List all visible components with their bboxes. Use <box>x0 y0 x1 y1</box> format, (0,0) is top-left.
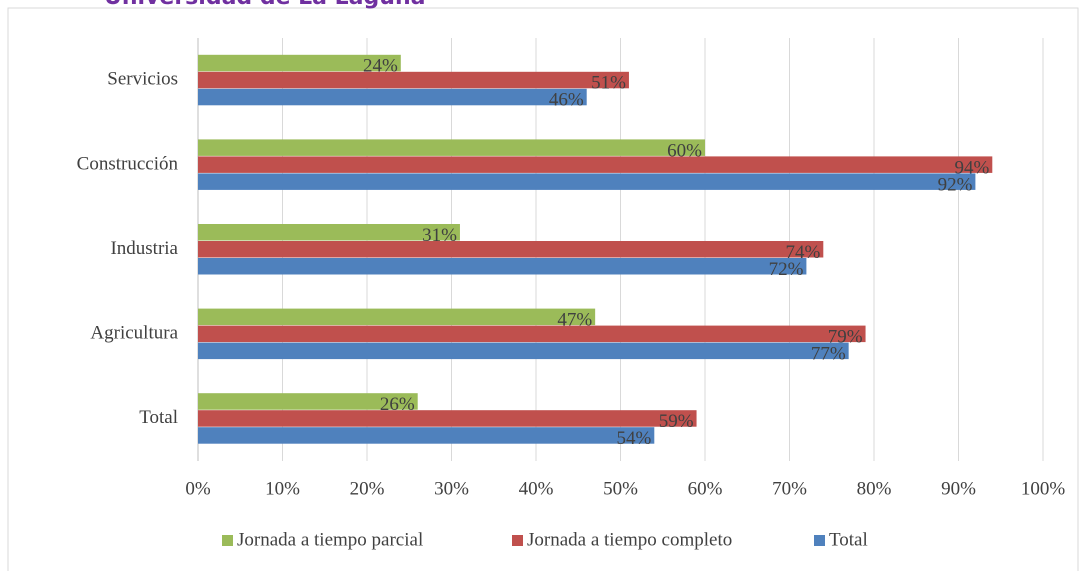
x-tick-label: 50% <box>603 478 638 499</box>
legend-label: Total <box>829 529 868 550</box>
bar <box>198 156 993 173</box>
data-label: 77% <box>811 343 846 364</box>
data-label: 46% <box>549 90 584 111</box>
bar <box>198 342 849 360</box>
header-text: Universidad de La Laguna <box>104 0 425 10</box>
data-label: 54% <box>616 428 651 449</box>
x-tick-label: 90% <box>941 478 976 499</box>
data-label: 92% <box>938 174 973 195</box>
chart-frame <box>7 7 1079 571</box>
x-tick-label: 60% <box>688 478 723 499</box>
x-tick-label: 40% <box>519 478 554 499</box>
data-label: 24% <box>363 56 398 77</box>
x-tick-label: 10% <box>265 478 300 499</box>
bar <box>198 71 629 89</box>
legend-swatch <box>222 535 233 546</box>
legend-label: Jornada a tiempo parcial <box>237 529 423 550</box>
data-label: 72% <box>769 259 804 280</box>
bar <box>198 427 655 444</box>
bar <box>198 224 460 241</box>
data-label: 59% <box>659 411 694 432</box>
data-label: 74% <box>785 242 820 263</box>
bar <box>198 325 866 343</box>
bar <box>198 88 587 106</box>
y-tick-label: Servicios <box>107 69 178 90</box>
x-tick-label: 70% <box>772 478 807 499</box>
data-label: 31% <box>422 225 457 246</box>
x-tick-label: 0% <box>185 478 211 499</box>
y-tick-label: Industria <box>110 238 178 259</box>
legend-swatch <box>814 535 825 546</box>
x-tick-label: 20% <box>350 478 385 499</box>
legend-label: Jornada a tiempo completo <box>527 529 732 550</box>
y-tick-label: Agricultura <box>90 322 178 343</box>
bar <box>198 308 596 326</box>
data-label: 79% <box>828 326 863 347</box>
data-label: 94% <box>954 157 989 178</box>
bar <box>198 173 976 190</box>
legend-swatch <box>512 535 523 546</box>
bar <box>198 241 824 258</box>
bar <box>198 139 705 156</box>
data-label: 47% <box>557 309 592 330</box>
x-tick-label: 30% <box>434 478 469 499</box>
x-tick-label: 80% <box>857 478 892 499</box>
x-tick-label: 100% <box>1021 478 1066 499</box>
data-label: 51% <box>591 73 626 94</box>
y-tick-label: Construcción <box>77 153 179 174</box>
bar <box>198 54 401 72</box>
y-tick-label: Total <box>139 407 178 428</box>
bar <box>198 258 807 275</box>
bar <box>198 410 697 427</box>
data-label: 26% <box>380 394 415 415</box>
bar <box>198 393 418 410</box>
data-label: 60% <box>667 140 702 161</box>
